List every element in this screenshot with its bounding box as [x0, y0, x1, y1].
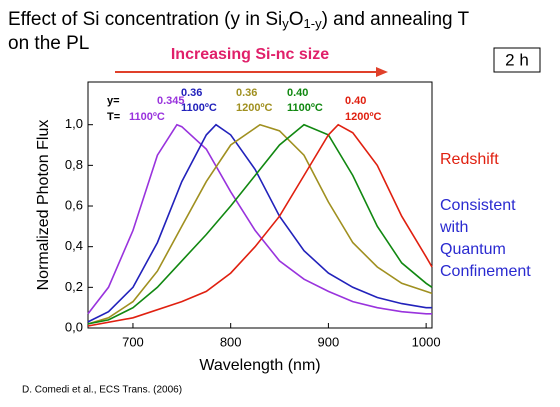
x-tick-label: 1000: [412, 334, 441, 349]
series-line: [87, 123, 433, 325]
redshift-note: Redshift: [440, 151, 499, 168]
series-line: [87, 123, 433, 327]
x-axis-title: Wavelength (nm): [199, 357, 320, 374]
curve-label: 1200ºC: [345, 111, 381, 123]
plot: 700 800 900 1000 0,0 0,2 0,4 0,6 0,8 1,0 y= T= 0.345…: [65, 81, 441, 349]
confinement-note: with: [439, 219, 468, 236]
citation: D. Comedi et al., ECS Trans. (2006): [22, 385, 182, 396]
y-axis-title: Normalized Photon Flux: [35, 120, 52, 291]
confinement-note: Consistent: [440, 197, 516, 214]
curve-label: 1100ºC: [287, 102, 323, 114]
title-subscript: y: [282, 16, 289, 31]
curve-label: 0.36: [181, 87, 202, 99]
curve-label: 0.40: [345, 95, 366, 107]
y-tick-label: 1,0: [65, 116, 83, 131]
title-part: Effect of Si concentration (y in Si: [8, 9, 282, 30]
x-tick-label: 800: [220, 334, 242, 349]
annotation: y=: [107, 95, 120, 107]
curve-label: 1100ºC: [129, 111, 165, 123]
confinement-note: Confinement: [440, 263, 531, 280]
time-box-label: 2 h: [505, 50, 529, 69]
curve-label: 1200ºC: [236, 102, 272, 114]
arrow-label: Increasing Si-nc size: [171, 46, 329, 63]
title-part: O: [289, 9, 304, 30]
curve-label: 0.345: [157, 95, 185, 107]
confinement-note: Quantum: [440, 241, 506, 258]
x-tick-label: 900: [318, 334, 340, 349]
annotation: T=: [107, 111, 120, 123]
title-subscript: 1-y: [304, 16, 323, 31]
curve-label: 0.36: [236, 87, 257, 99]
arrow-head: [376, 67, 388, 77]
series-line: [87, 123, 432, 323]
plot-frame: [87, 81, 433, 329]
series-line: [87, 123, 432, 315]
x-tick-label: 700: [122, 334, 144, 349]
title-part: ) and annealing T: [322, 9, 470, 30]
slide-title: Effect of Si concentration (y in SiyO1-y…: [8, 9, 470, 31]
time-box: [493, 47, 541, 73]
y-tick-label: 0,2: [65, 279, 83, 294]
y-tick-label: 0,6: [65, 197, 83, 212]
slide-title-line2: on the PL: [8, 33, 89, 54]
y-tick-label: 0,4: [65, 238, 83, 253]
y-tick-label: 0,0: [65, 319, 83, 334]
y-tick-label: 0,8: [65, 157, 83, 172]
curve-label: 1100ºC: [181, 102, 217, 114]
series-line: [87, 123, 433, 325]
curve-label: 0.40: [287, 87, 308, 99]
